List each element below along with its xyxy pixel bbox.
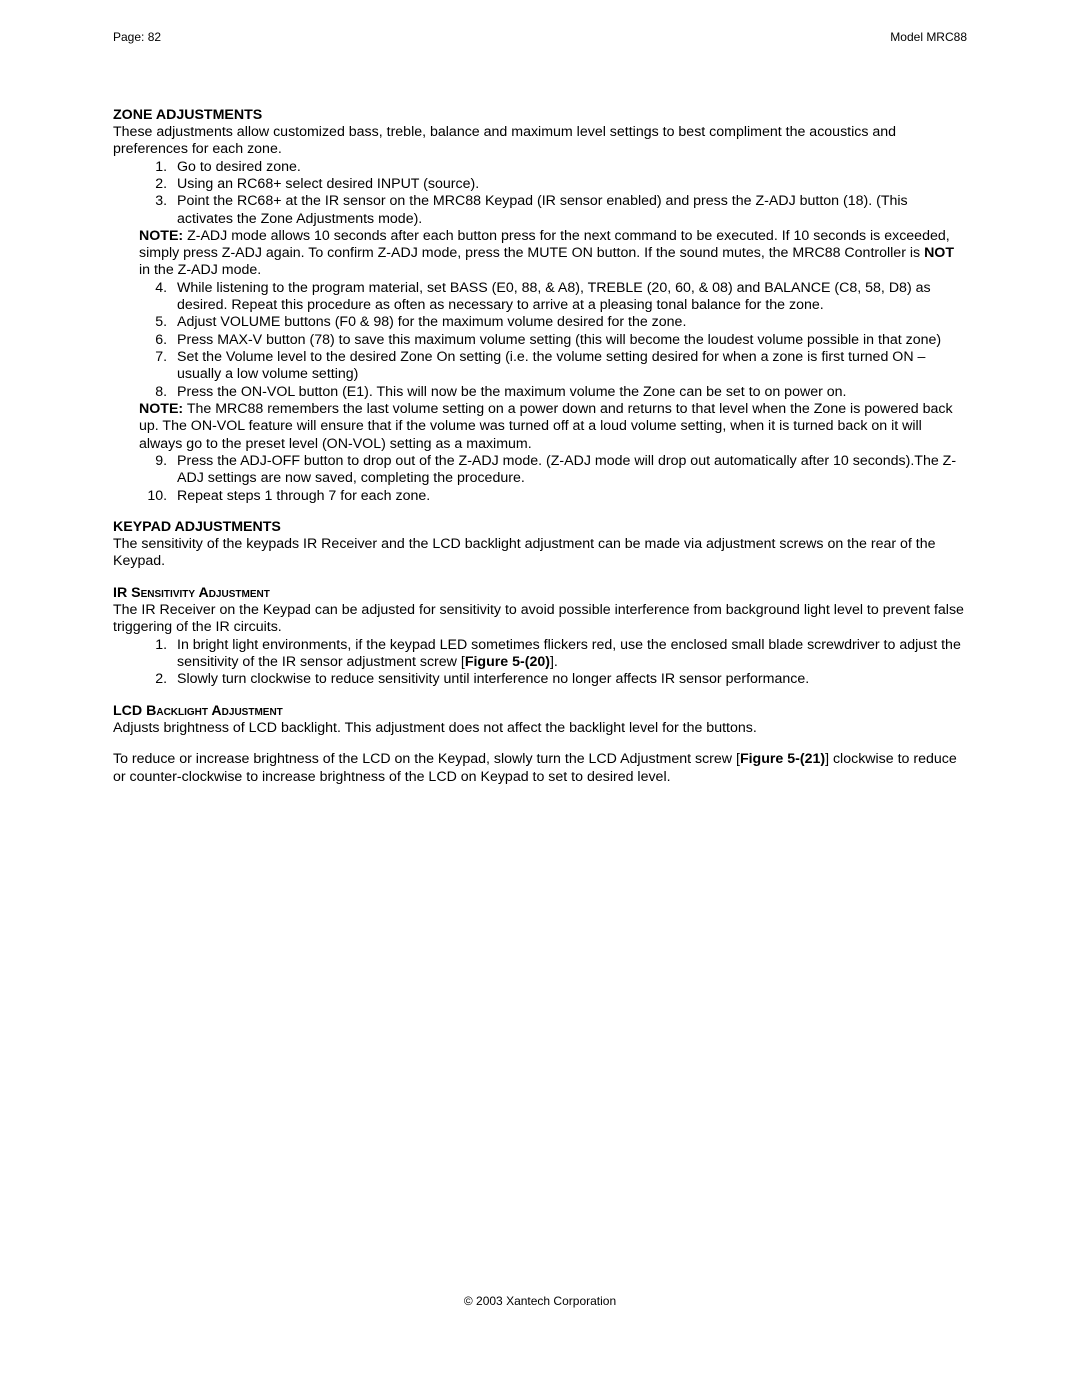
page: Page: 82 Model MRC88 ZONE ADJUSTMENTS Th…	[0, 0, 1080, 1380]
zone-note-2: NOTE: The MRC88 remembers the last volum…	[139, 401, 967, 453]
ir-i1c: ].	[550, 654, 558, 670]
header-left: Page: 82	[113, 30, 161, 45]
note-label: NOTE:	[139, 228, 183, 244]
zone-item-5: Adjust VOLUME buttons (F0 & 98) for the …	[171, 314, 967, 331]
zone-item-9: Press the ADJ-OFF button to drop out of …	[171, 453, 967, 488]
ir-i1a: In bright light environments, if the key…	[177, 637, 961, 670]
zone-item-10: Repeat steps 1 through 7 for each zone.	[171, 488, 967, 505]
spacer	[113, 737, 967, 751]
zone-title: ZONE ADJUSTMENTS	[113, 107, 967, 124]
lcd-p2a: To reduce or increase brightness of the …	[113, 751, 740, 767]
header-right: Model MRC88	[890, 30, 967, 45]
lcd-p2: To reduce or increase brightness of the …	[113, 751, 967, 786]
ir-item-1: In bright light environments, if the key…	[171, 637, 967, 672]
zone-item-8: Press the ON-VOL button (E1). This will …	[171, 384, 967, 401]
ir-list: In bright light environments, if the key…	[113, 637, 967, 689]
zone-intro: These adjustments allow customized bass,…	[113, 124, 967, 159]
keypad-title: KEYPAD ADJUSTMENTS	[113, 519, 967, 536]
page-header: Page: 82 Model MRC88	[113, 30, 967, 45]
lcd-p1: Adjusts brightness of LCD backlight. Thi…	[113, 720, 967, 737]
note1-bold: NOT	[924, 245, 954, 261]
zone-note-1: NOTE: Z-ADJ mode allows 10 seconds after…	[139, 228, 967, 280]
page-footer: © 2003 Xantech Corporation	[0, 1294, 1080, 1308]
zone-item-3: Point the RC68+ at the IR sensor on the …	[171, 193, 967, 228]
note1-a: Z-ADJ mode allows 10 seconds after each …	[139, 228, 950, 261]
note2-body: The MRC88 remembers the last volume sett…	[139, 401, 953, 452]
zone-item-6: Press MAX-V button (78) to save this max…	[171, 332, 967, 349]
zone-item-1: Go to desired zone.	[171, 159, 967, 176]
zone-item-2: Using an RC68+ select desired INPUT (sou…	[171, 176, 967, 193]
ir-body: The IR Receiver on the Keypad can be adj…	[113, 602, 967, 637]
lcd-title: LCD Backlight Adjustment	[113, 703, 967, 720]
lcd-p2b: Figure 5-(21)	[740, 751, 825, 767]
zone-list-1: Go to desired zone. Using an RC68+ selec…	[113, 159, 967, 228]
note2-label: NOTE:	[139, 401, 183, 417]
note1-b: in the Z-ADJ mode.	[139, 262, 261, 278]
keypad-body: The sensitivity of the keypads IR Receiv…	[113, 536, 967, 571]
zone-list-3: Press the ADJ-OFF button to drop out of …	[113, 453, 967, 505]
zone-list-2: While listening to the program material,…	[113, 280, 967, 401]
ir-title: IR Sensitivity Adjustment	[113, 585, 967, 602]
ir-i1b: Figure 5-(20)	[465, 654, 550, 670]
zone-item-7: Set the Volume level to the desired Zone…	[171, 349, 967, 384]
ir-item-2: Slowly turn clockwise to reduce sensitiv…	[171, 671, 967, 688]
zone-item-4: While listening to the program material,…	[171, 280, 967, 315]
